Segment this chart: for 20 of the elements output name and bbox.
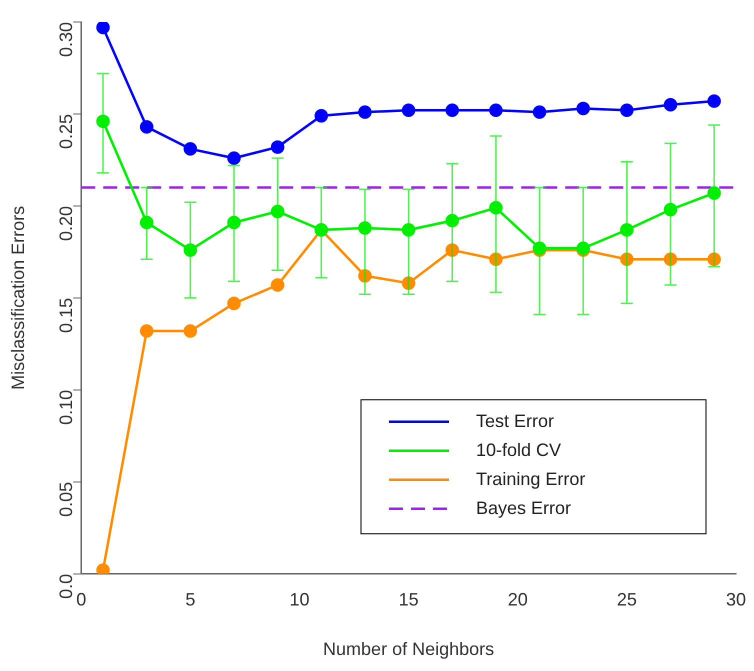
x-tick-label: 5	[185, 590, 196, 610]
y-tick-label: 0.15	[56, 298, 76, 333]
x-tick-label: 15	[398, 590, 419, 610]
y-axis-title: Misclassification Errors	[8, 206, 28, 390]
y-tick-label: 0.20	[56, 206, 76, 241]
x-tick-label: 30	[726, 590, 746, 610]
x-tick-label: 10	[289, 590, 310, 610]
legend-label: 10-fold CV	[476, 440, 562, 460]
legend-label: Training Error	[476, 468, 586, 489]
y-tick-label: 0.0	[56, 574, 76, 599]
y-tick-label: 0.05	[56, 482, 76, 517]
y-tick-label: 0.25	[56, 114, 76, 150]
x-tick-label: 20	[508, 590, 528, 610]
x-tick-label: 25	[616, 590, 637, 610]
y-tick-label: 0.10	[56, 390, 76, 425]
x-tick-label: 0	[76, 590, 86, 610]
y-tick-label: 0.30	[56, 22, 76, 58]
x-axis-title: Number of Neighbors	[323, 639, 494, 660]
legend-label: Test Error	[476, 410, 554, 431]
legend-label: Bayes Error	[476, 498, 572, 518]
